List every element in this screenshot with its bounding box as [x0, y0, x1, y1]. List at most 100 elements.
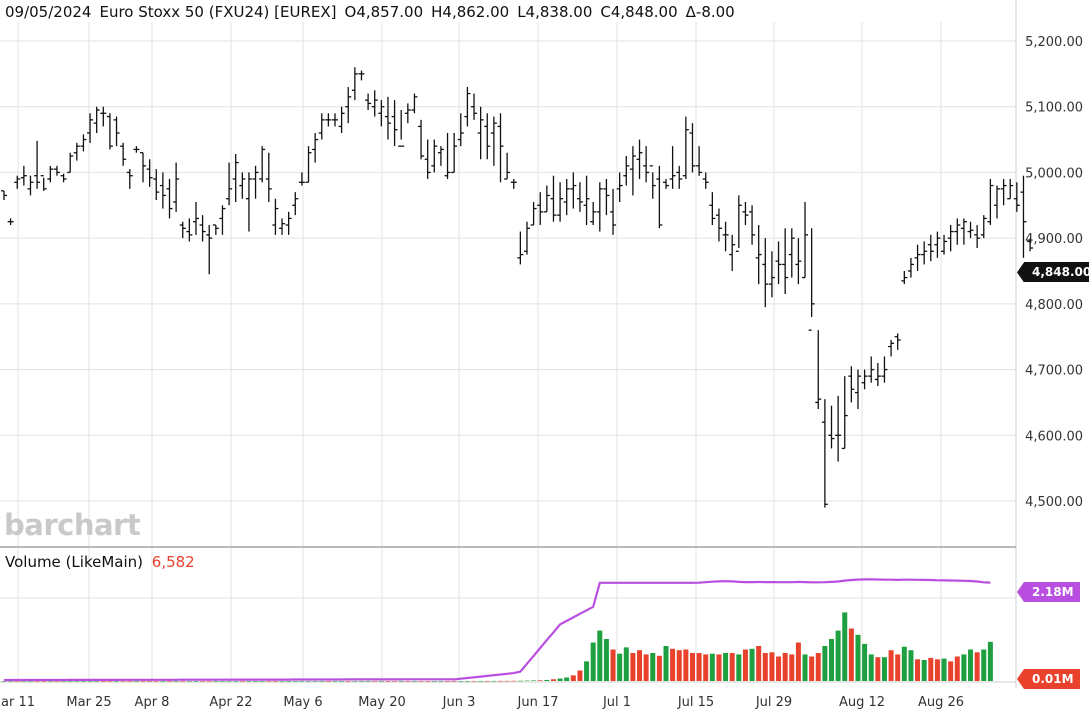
volume-bar: [570, 675, 576, 681]
volume-bar: [789, 654, 795, 681]
volume-bar: [491, 680, 497, 682]
volume-bar: [782, 653, 788, 681]
volume-bar: [954, 656, 960, 681]
volume-bar: [292, 680, 298, 682]
volume-legend-study: (LikeMain): [65, 553, 143, 571]
price-tick-label: 4,500.00: [1025, 495, 1083, 510]
volume-bar: [345, 680, 351, 682]
volume-bar: [107, 680, 113, 682]
volume-bar: [676, 650, 682, 681]
volume-bar: [617, 653, 623, 681]
volume-bar: [279, 680, 285, 682]
volume-bar: [749, 648, 755, 681]
volume-average-tag-arrow: [1017, 582, 1024, 602]
volume-bar: [776, 656, 782, 681]
volume-bar: [987, 641, 993, 681]
volume-bar: [835, 630, 841, 681]
x-tick-label: Aug 12: [839, 695, 885, 710]
x-tick-label: Jun 3: [442, 695, 476, 710]
volume-bar: [484, 680, 490, 682]
volume-bar: [358, 680, 364, 682]
volume-bar: [623, 647, 629, 681]
volume-bar: [670, 648, 676, 681]
volume-bar: [392, 680, 398, 682]
volume-bar: [577, 670, 583, 681]
price-tick-label: 5,200.00: [1025, 35, 1083, 50]
price-tick-label: 5,000.00: [1025, 166, 1083, 181]
volume-bar: [365, 680, 371, 682]
volume-bar: [815, 653, 821, 681]
volume-bar: [723, 653, 729, 681]
volume-bar: [352, 680, 358, 682]
volume-bar: [61, 680, 67, 682]
volume-bar: [696, 653, 702, 681]
volume-bar: [200, 680, 206, 682]
volume-bar: [544, 679, 550, 681]
volume-bar: [319, 680, 325, 682]
volume-legend-value: 6,582: [151, 553, 195, 571]
volume-bar: [888, 650, 894, 681]
volume-bar: [729, 653, 735, 681]
volume-bar: [550, 679, 556, 681]
price-tick-label: 4,800.00: [1025, 298, 1083, 313]
price-tick-label: 4,600.00: [1025, 429, 1083, 444]
x-tick-label: Aug 26: [918, 695, 964, 710]
volume-bar: [597, 630, 603, 681]
volume-bar: [299, 680, 305, 682]
volume-bar: [504, 680, 510, 682]
volume-bar: [272, 680, 278, 682]
volume-bar: [862, 643, 868, 681]
volume-bar: [41, 680, 47, 682]
volume-bar: [683, 649, 689, 681]
volume-bar: [47, 680, 53, 682]
volume-bar: [206, 680, 212, 682]
volume-bar: [193, 680, 199, 682]
volume-bar: [219, 680, 225, 682]
volume-bar: [431, 680, 437, 682]
volume-bar: [809, 656, 815, 681]
volume-bar: [531, 680, 537, 681]
volume-bar: [471, 680, 477, 682]
volume-average-line: [3, 578, 991, 682]
volume-bar: [961, 654, 967, 681]
volume-bar: [378, 680, 384, 682]
volume-bar: [895, 654, 901, 681]
volume-bar: [120, 680, 126, 682]
volume-min-tag: 0.01M: [1024, 669, 1080, 689]
volume-bar: [312, 680, 318, 682]
volume-min-tag-arrow: [1017, 669, 1024, 689]
volume-bar: [339, 680, 345, 682]
volume-bar: [8, 680, 14, 682]
volume-bar: [458, 680, 464, 682]
volume-bar: [928, 657, 934, 681]
volume-bar: [438, 680, 444, 682]
volume-bar: [398, 680, 404, 682]
volume-bar: [286, 680, 292, 682]
volume-bar: [736, 654, 742, 681]
volume-bar: [498, 680, 503, 682]
volume-bar: [153, 680, 159, 682]
volume-bar: [795, 642, 801, 681]
volume-bar: [74, 680, 80, 682]
volume-bar: [27, 680, 33, 682]
volume-bar: [411, 680, 417, 682]
volume-bar: [584, 661, 590, 681]
volume-legend-label: Volume: [5, 553, 61, 571]
volume-bar: [908, 650, 914, 681]
volume-bar: [829, 639, 834, 681]
volume-bar: [1, 680, 7, 682]
volume-bar: [901, 646, 907, 681]
volume-bar: [186, 680, 192, 682]
volume-bar: [80, 680, 86, 682]
last-price-tag-arrow: [1017, 262, 1024, 283]
volume-bar: [133, 680, 139, 682]
volume-bar: [941, 658, 947, 681]
volume-bar: [87, 680, 93, 682]
x-tick-label: Jul 15: [677, 695, 714, 710]
price-tick-label: 5,100.00: [1025, 101, 1083, 116]
volume-bar: [127, 680, 133, 682]
volume-bar: [875, 657, 881, 681]
chart-header: 09/05/2024 Euro Stoxx 50 (FXU24) [EUREX] O…: [5, 3, 743, 21]
